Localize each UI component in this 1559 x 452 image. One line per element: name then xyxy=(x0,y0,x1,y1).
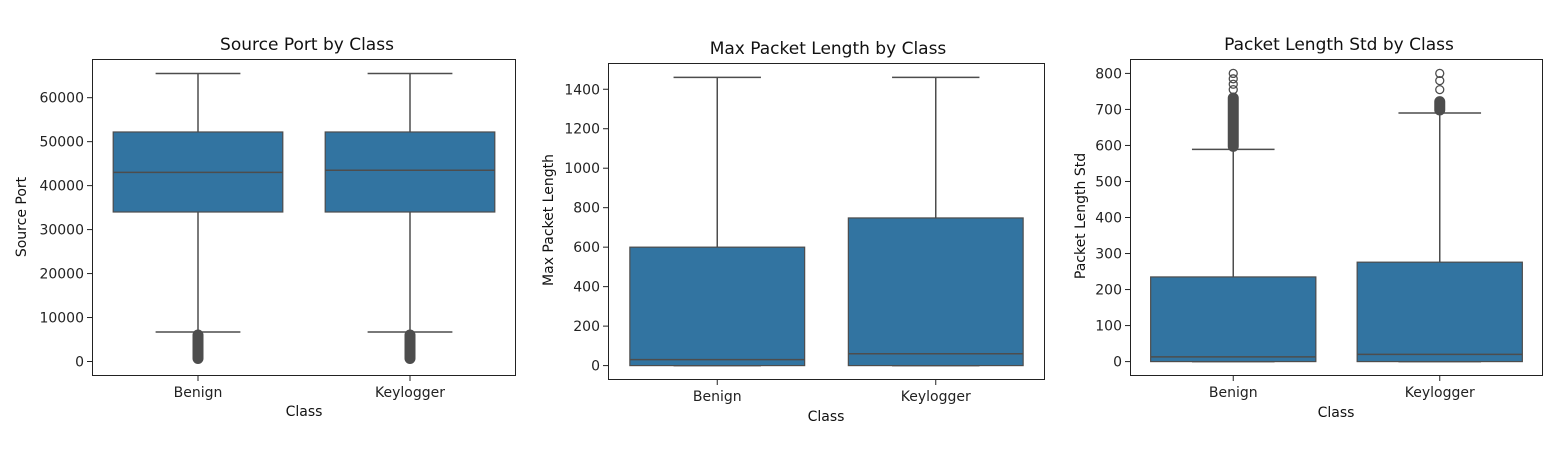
outlier-point xyxy=(1435,68,1445,79)
y-tick-label: 100 xyxy=(1095,319,1122,335)
x-tick-label: Benign xyxy=(174,385,223,401)
x-axis-label: Class xyxy=(286,404,323,420)
box-benign xyxy=(629,246,806,367)
y-tick-label: 60000 xyxy=(39,91,84,107)
chart-title: Max Packet Length by Class xyxy=(710,39,947,59)
y-tick-label: 500 xyxy=(1095,174,1122,190)
chart-title: Source Port by Class xyxy=(220,35,394,55)
outlier-cluster xyxy=(1434,96,1446,116)
box-benign xyxy=(1150,276,1317,363)
source-port-panel: Source Port by Class Class Source Port 0… xyxy=(14,35,516,420)
y-tick-label: 0 xyxy=(591,359,600,375)
y-tick-label: 0 xyxy=(75,354,84,370)
plot-area xyxy=(1150,68,1523,363)
outlier-point xyxy=(1228,68,1238,79)
y-tick-label: 400 xyxy=(1095,211,1122,227)
packet-length-std-panel: Packet Length Std by Class Class Packet … xyxy=(1073,35,1543,421)
outlier-point xyxy=(1228,74,1238,84)
plot-frame xyxy=(92,59,516,376)
outlier-cluster xyxy=(1227,92,1239,152)
y-tick-label: 0 xyxy=(1113,355,1122,371)
outlier-point xyxy=(1435,75,1445,86)
y-tick-label: 1400 xyxy=(564,82,600,98)
y-tick-label: 200 xyxy=(1095,283,1122,299)
x-axis-label: Class xyxy=(808,409,845,425)
y-tick-label: 40000 xyxy=(39,179,84,195)
x-tick-label: Benign xyxy=(693,389,742,405)
y-tick-label: 30000 xyxy=(39,223,84,239)
box-keylogger xyxy=(324,131,496,213)
y-axis-label: Max Packet Length xyxy=(541,154,557,286)
y-tick-label: 20000 xyxy=(39,267,84,283)
x-tick-label: Keylogger xyxy=(375,385,445,401)
y-tick-label: 50000 xyxy=(39,135,84,151)
y-tick-label: 1000 xyxy=(564,161,600,177)
outlier-cluster xyxy=(404,329,416,364)
y-tick-label: 10000 xyxy=(39,311,84,327)
max-packet-length-panel: Max Packet Length by Class Class Max Pac… xyxy=(541,39,1045,425)
y-tick-label: 200 xyxy=(573,319,600,335)
y-tick-label: 400 xyxy=(573,280,600,296)
box-keylogger xyxy=(1356,261,1523,363)
outlier-point xyxy=(1435,84,1445,95)
x-tick-label: Keylogger xyxy=(1405,385,1475,401)
plot-frame xyxy=(608,63,1045,380)
y-axis-label: Packet Length Std xyxy=(1073,153,1089,279)
y-tick-label: 600 xyxy=(1095,138,1122,154)
chart-title: Packet Length Std by Class xyxy=(1224,35,1454,55)
y-tick-label: 800 xyxy=(1095,66,1122,82)
y-tick-label: 600 xyxy=(573,240,600,256)
y-axis-label: Source Port xyxy=(14,176,30,257)
plot-frame xyxy=(1130,59,1543,376)
x-tick-label: Benign xyxy=(1209,385,1258,401)
outlier-cluster xyxy=(192,329,204,364)
x-tick-label: Keylogger xyxy=(901,389,971,405)
outlier-point xyxy=(1228,79,1238,89)
plot-area xyxy=(112,72,496,364)
y-tick-label: 300 xyxy=(1095,247,1122,263)
y-tick-label: 800 xyxy=(573,201,600,217)
outlier-point xyxy=(1228,84,1238,95)
y-tick-label: 700 xyxy=(1095,102,1122,118)
plot-area xyxy=(629,76,1024,367)
x-axis-label: Class xyxy=(1318,405,1355,421)
y-tick-label: 1200 xyxy=(564,122,600,138)
box-keylogger xyxy=(847,217,1024,367)
